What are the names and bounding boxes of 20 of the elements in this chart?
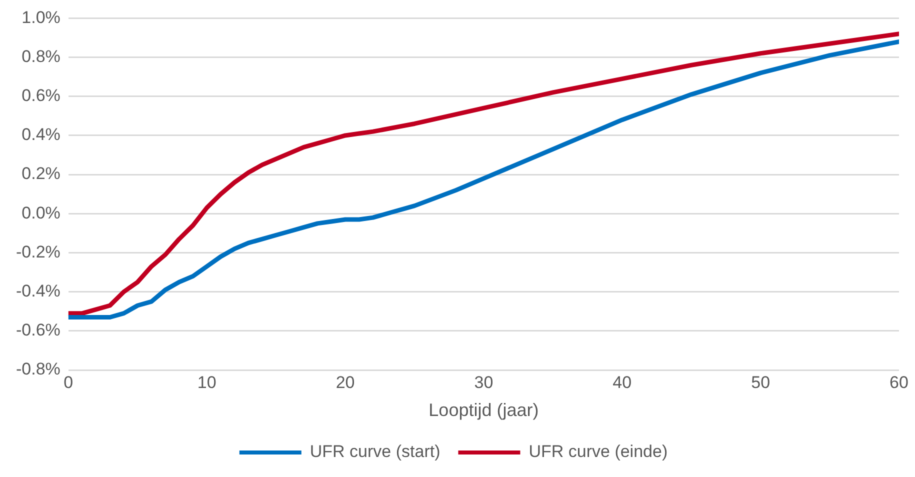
legend-label: UFR curve (einde) [528,442,668,462]
x-tick-label: 60 [890,372,908,392]
y-tick-label: -0.6% [16,320,60,340]
y-tick-label: 1.0% [22,8,60,27]
y-tick-label: 0.0% [22,203,60,222]
x-tick-label: 20 [336,372,355,392]
y-tick-label: 0.2% [22,164,60,184]
x-tick-label: 40 [612,372,632,392]
x-tick-label: 10 [197,372,216,392]
y-tick-label: 0.6% [22,86,60,106]
y-tick-label: 0.4% [22,125,60,144]
legend-label: UFR curve (start) [310,442,440,462]
y-tick-label: -0.4% [16,282,60,301]
x-tick-label: 50 [751,372,770,392]
x-tick-label: 0 [64,372,74,392]
x-axis-title: Looptijd (jaar) [428,400,539,420]
x-tick-label: 30 [474,372,494,392]
y-tick-label: 0.8% [22,46,60,66]
y-tick-label: -0.8% [16,360,60,379]
y-tick-label: -0.2% [16,242,60,262]
